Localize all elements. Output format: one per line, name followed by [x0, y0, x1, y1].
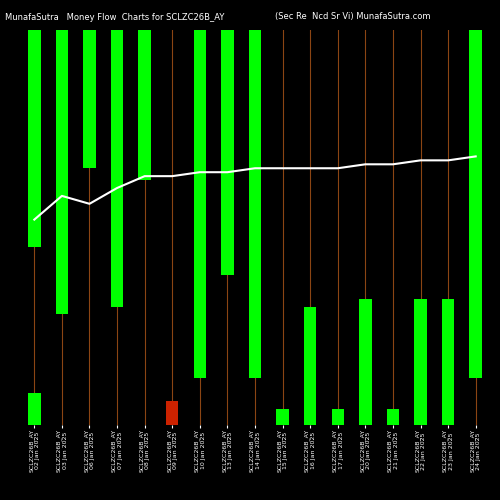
Bar [386, 409, 399, 425]
Bar [28, 30, 40, 247]
Bar [332, 409, 344, 425]
Bar [221, 30, 234, 275]
Bar [276, 409, 289, 425]
Bar [359, 298, 372, 425]
Text: MunafaSutra   Money Flow  Charts for SCLZC26B_AY: MunafaSutra Money Flow Charts for SCLZC2… [5, 12, 224, 22]
Bar [138, 30, 151, 180]
Bar [28, 394, 40, 425]
Bar [304, 306, 316, 425]
Bar [166, 402, 178, 425]
Bar [84, 30, 96, 168]
Text: (Sec Re  Ncd Sr Vi) MunafaSutra.com: (Sec Re Ncd Sr Vi) MunafaSutra.com [275, 12, 430, 22]
Bar [470, 30, 482, 378]
Bar [414, 298, 426, 425]
Bar [111, 30, 124, 306]
Bar [56, 30, 68, 314]
Bar [442, 298, 454, 425]
Bar [194, 30, 206, 378]
Bar [249, 30, 261, 378]
